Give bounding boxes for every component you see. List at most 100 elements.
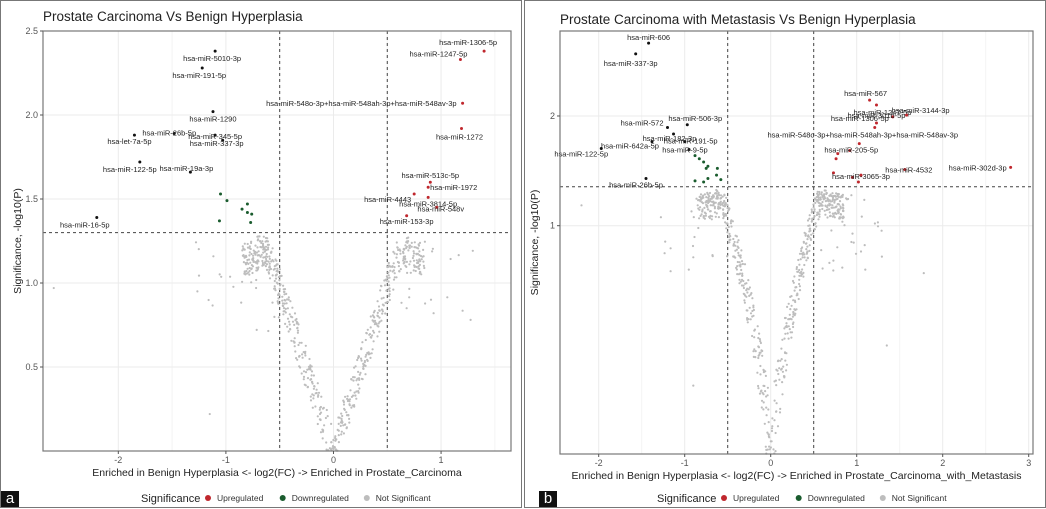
point-not-significant — [393, 252, 396, 255]
point-not-significant — [821, 267, 824, 270]
point-not-significant — [851, 232, 854, 235]
point-not-significant — [735, 248, 738, 251]
point-not-significant — [348, 417, 351, 420]
point-not-significant — [734, 256, 737, 259]
point-not-significant — [402, 259, 405, 262]
point-not-significant — [728, 232, 731, 235]
point-downregulated — [719, 178, 723, 182]
point-not-significant — [241, 249, 244, 252]
point-downregulated — [704, 166, 708, 170]
point-not-significant — [816, 190, 819, 193]
point-not-significant — [295, 322, 298, 325]
point-not-significant — [716, 207, 720, 210]
point-not-significant — [261, 259, 264, 263]
point-not-significant — [431, 250, 434, 253]
point-not-significant — [705, 196, 708, 199]
point-downregulated — [715, 166, 719, 170]
point-not-significant — [708, 191, 712, 195]
point-not-significant — [762, 408, 765, 411]
point-not-significant — [797, 297, 800, 301]
point-not-significant — [780, 358, 783, 361]
legend-label: Downregulated — [808, 493, 865, 503]
point-not-significant — [724, 213, 727, 216]
point-not-significant — [810, 208, 813, 211]
point-label: hsa-miR-26b-5p — [609, 181, 663, 190]
point-not-significant — [281, 295, 284, 298]
point-not-significant — [248, 251, 251, 254]
point-not-significant — [262, 251, 265, 254]
point-not-significant — [813, 222, 817, 226]
point-not-significant — [366, 358, 369, 361]
point-upregulated — [834, 157, 838, 161]
point-label: hsa-miR-301b-5p — [848, 111, 906, 120]
point-not-significant — [417, 260, 420, 264]
point-not-significant — [718, 206, 721, 209]
point-not-significant — [355, 390, 358, 393]
point-not-significant — [271, 247, 274, 250]
point-not-significant — [823, 193, 826, 196]
point-not-significant — [385, 275, 388, 278]
point-not-significant — [771, 425, 774, 428]
y-tick-label: 1.5 — [25, 194, 38, 204]
point-not-significant — [747, 279, 750, 282]
point-not-significant — [752, 350, 755, 353]
point-not-significant — [752, 306, 755, 309]
point-not-significant — [309, 395, 312, 398]
point-not-significant — [250, 241, 253, 245]
point-not-significant — [353, 404, 356, 407]
point-not-significant — [250, 281, 253, 284]
point-downregulated — [211, 110, 215, 114]
point-not-significant — [251, 265, 255, 268]
point-downregulated — [95, 215, 99, 219]
point-not-significant — [334, 435, 337, 438]
point-not-significant — [251, 271, 254, 275]
point-not-significant — [753, 336, 756, 339]
point-not-significant — [767, 435, 770, 438]
point-not-significant — [769, 446, 772, 449]
point-not-significant — [256, 259, 259, 262]
point-downregulated — [634, 52, 638, 56]
point-not-significant — [762, 369, 765, 372]
point-not-significant — [283, 302, 286, 305]
point-not-significant — [760, 389, 763, 392]
point-not-significant — [794, 300, 797, 304]
point-not-significant — [765, 406, 768, 409]
point-not-significant — [325, 448, 328, 451]
point-not-significant — [711, 215, 714, 218]
point-not-significant — [365, 331, 368, 335]
point-not-significant — [369, 356, 372, 359]
point-not-significant — [321, 430, 325, 433]
point-not-significant — [296, 358, 299, 361]
point-not-significant — [695, 197, 698, 200]
point-not-significant — [207, 298, 210, 302]
point-label: hsa-miR-19a-3p — [160, 164, 214, 173]
point-not-significant — [348, 421, 351, 424]
point-not-significant — [722, 217, 725, 220]
point-not-significant — [758, 338, 761, 341]
point-not-significant — [797, 258, 800, 262]
point-not-significant — [759, 373, 762, 376]
point-not-significant — [772, 448, 775, 451]
point-not-significant — [306, 377, 310, 380]
point-not-significant — [780, 367, 783, 370]
point-not-significant — [395, 276, 398, 279]
point-not-significant — [782, 365, 785, 368]
point-not-significant — [787, 337, 790, 340]
point-not-significant — [331, 445, 335, 448]
point-not-significant — [729, 220, 733, 223]
point-not-significant — [792, 299, 795, 302]
point-not-significant — [382, 296, 385, 299]
point-not-significant — [421, 255, 424, 258]
legend-swatch-not-significant — [879, 495, 886, 501]
point-not-significant — [698, 195, 701, 198]
point-not-significant — [363, 363, 366, 367]
point-upregulated — [857, 142, 861, 146]
point-not-significant — [793, 289, 796, 292]
point-not-significant — [770, 429, 774, 433]
point-not-significant — [737, 251, 740, 254]
point-not-significant — [265, 257, 268, 261]
point-label: hsa-miR-1972 — [430, 183, 477, 192]
point-not-significant — [388, 290, 391, 293]
point-not-significant — [837, 212, 840, 215]
point-not-significant — [741, 272, 744, 275]
